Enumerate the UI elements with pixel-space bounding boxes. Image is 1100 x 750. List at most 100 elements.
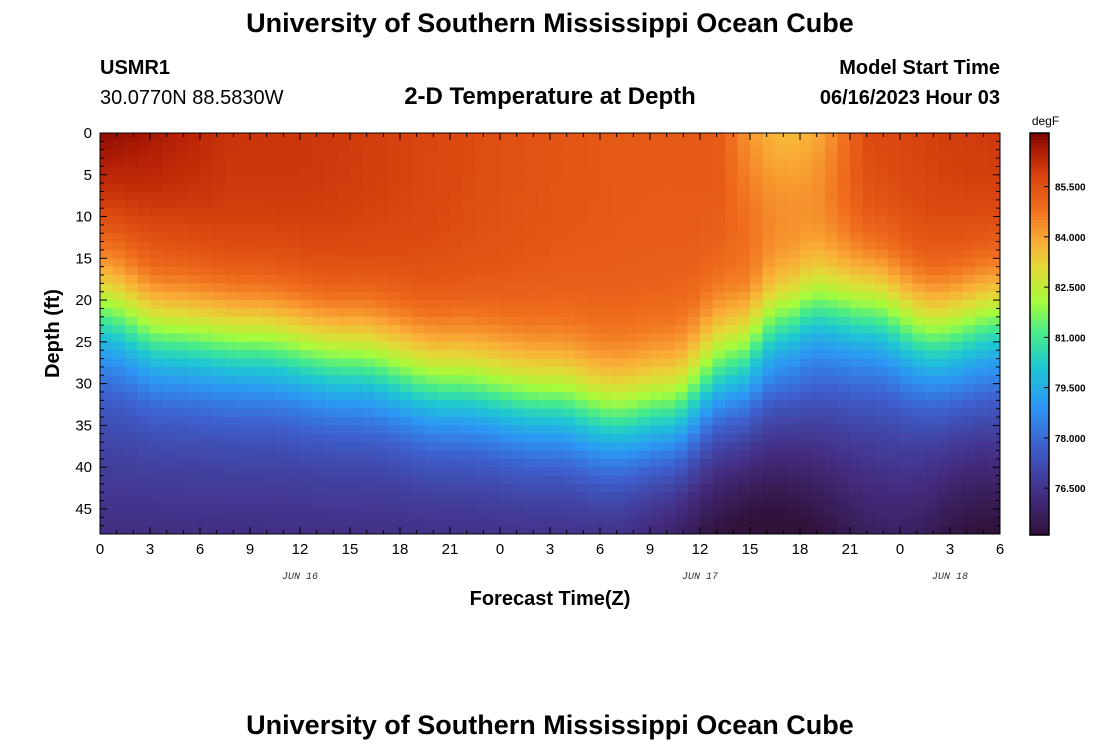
colorbar-segment (1030, 303, 1049, 308)
heatmap-cell (475, 425, 488, 435)
heatmap-cell (887, 199, 901, 209)
heatmap-cell (837, 133, 851, 142)
heatmap-cell (825, 158, 838, 167)
colorbar-segment (1030, 159, 1049, 164)
heatmap-cell (512, 141, 526, 151)
heatmap-cell (150, 316, 163, 326)
heatmap-cell (862, 333, 876, 343)
heatmap-cell (650, 400, 663, 410)
heatmap-cell (325, 366, 338, 376)
heatmap-cell (162, 249, 176, 259)
heatmap-cell (600, 291, 613, 301)
heatmap-cell (887, 400, 901, 410)
colorbar-segment (1030, 407, 1049, 412)
heatmap-cell (212, 216, 226, 226)
heatmap-cell (700, 233, 713, 242)
heatmap-cell (912, 283, 926, 293)
heatmap-cell (512, 492, 526, 501)
heatmap-cell (362, 300, 376, 309)
heatmap-cell (837, 341, 851, 351)
heatmap-cell (675, 283, 688, 293)
heatmap-cell (775, 341, 788, 351)
heatmap-cell (175, 308, 188, 318)
heatmap-cell (787, 208, 801, 217)
heatmap-cell (650, 208, 663, 217)
heatmap-cell (612, 517, 626, 527)
heatmap-cell (850, 141, 863, 151)
heatmap-cell (375, 375, 388, 385)
heatmap-cell (925, 417, 938, 426)
heatmap-cell (975, 141, 988, 151)
heatmap-cell (487, 475, 501, 485)
heatmap-cell (187, 500, 201, 510)
heatmap-cell (350, 350, 363, 359)
heatmap-cell (425, 199, 438, 209)
heatmap-cell (625, 141, 638, 151)
heatmap-cell (912, 525, 926, 535)
heatmap-cell (950, 350, 963, 359)
heatmap-cell (262, 300, 276, 309)
colorbar-segment (1030, 233, 1049, 238)
heatmap-cell (487, 408, 501, 418)
heatmap-cell (775, 258, 788, 268)
heatmap-cell (687, 366, 701, 376)
heatmap-cell (462, 325, 476, 334)
heatmap-cell (737, 417, 751, 426)
heatmap-cell (925, 208, 938, 217)
heatmap-cell (862, 183, 876, 192)
heatmap-cell (100, 183, 113, 192)
heatmap-cell (412, 141, 426, 151)
heatmap-cell (587, 433, 601, 443)
heatmap-cell (262, 383, 276, 393)
heatmap-cell (662, 400, 676, 410)
heatmap-cell (462, 475, 476, 485)
heatmap-cell (512, 375, 526, 385)
heatmap-cell (150, 350, 163, 359)
heatmap-cell (700, 383, 713, 393)
heatmap-cell (237, 224, 251, 234)
heatmap-cell (637, 383, 651, 393)
colorbar-segment (1030, 521, 1049, 526)
heatmap-cell (187, 300, 201, 309)
heatmap-cell (550, 475, 563, 485)
heatmap-cell (875, 300, 888, 309)
heatmap-cell (525, 508, 538, 518)
heatmap-cell (887, 442, 901, 451)
heatmap-cell (475, 149, 488, 159)
heatmap-cell (662, 492, 676, 501)
heatmap-cell (687, 458, 701, 468)
heatmap-cell (375, 241, 388, 251)
heatmap-cell (262, 216, 276, 226)
heatmap-cell (400, 450, 413, 460)
heatmap-cell (787, 249, 801, 259)
heatmap-cell (187, 375, 201, 385)
heatmap-cell (687, 475, 701, 485)
heatmap-cell (675, 308, 688, 318)
heatmap-cell (950, 199, 963, 209)
heatmap-cell (525, 400, 538, 410)
heatmap-cell (912, 500, 926, 510)
heatmap-cell (425, 224, 438, 234)
heatmap-cell (700, 191, 713, 201)
heatmap-cell (350, 183, 363, 192)
heatmap-cell (925, 442, 938, 451)
heatmap-cell (725, 133, 738, 142)
heatmap-cell (587, 208, 601, 217)
heatmap-cell (975, 517, 988, 527)
heatmap-cell (850, 517, 863, 527)
heatmap-cell (437, 224, 451, 234)
heatmap-cell (712, 366, 726, 376)
heatmap-cell (637, 308, 651, 318)
heatmap-cell (575, 483, 588, 493)
heatmap-cell (687, 375, 701, 385)
heatmap-cell (412, 341, 426, 351)
heatmap-cell (162, 241, 176, 251)
heatmap-cell (375, 216, 388, 226)
heatmap-cell (250, 458, 263, 468)
heatmap-cell (375, 275, 388, 284)
heatmap-cell (712, 149, 726, 159)
heatmap-cell (612, 275, 626, 284)
colorbar-segment (1030, 230, 1049, 234)
heatmap-cell (325, 333, 338, 343)
colorbar-segment (1030, 240, 1049, 245)
